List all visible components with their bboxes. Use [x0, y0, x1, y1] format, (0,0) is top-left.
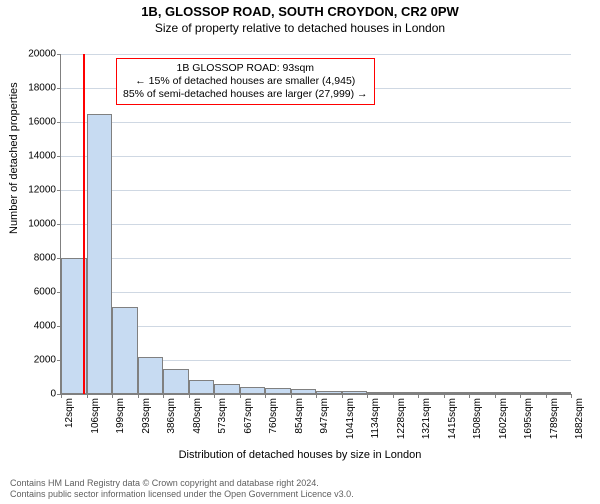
- ytick-label: 18000: [16, 83, 56, 94]
- xtick-mark: [291, 394, 292, 398]
- xtick-mark: [138, 394, 139, 398]
- xtick-mark: [444, 394, 445, 398]
- gridline: [61, 156, 571, 157]
- ytick-label: 12000: [16, 185, 56, 196]
- x-axis-title: Distribution of detached houses by size …: [0, 449, 600, 461]
- xtick-mark: [469, 394, 470, 398]
- xtick-label: 1228sqm: [396, 398, 407, 439]
- xtick-mark: [163, 394, 164, 398]
- ytick-label: 4000: [16, 321, 56, 332]
- histogram-bar: [240, 387, 266, 394]
- ytick-mark: [57, 224, 61, 225]
- gridline: [61, 122, 571, 123]
- annotation-line2: ← 15% of detached houses are smaller (4,…: [123, 75, 368, 88]
- xtick-mark: [240, 394, 241, 398]
- histogram-bar: [418, 392, 444, 394]
- xtick-mark: [316, 394, 317, 398]
- xtick-mark: [418, 394, 419, 398]
- chart-container: 0200040006000800010000120001400016000180…: [60, 54, 570, 419]
- xtick-mark: [367, 394, 368, 398]
- footer-line2: Contains public sector information licen…: [10, 489, 354, 500]
- xtick-mark: [61, 394, 62, 398]
- xtick-label: 1882sqm: [574, 398, 585, 439]
- xtick-label: 1415sqm: [447, 398, 458, 439]
- xtick-label: 1321sqm: [421, 398, 432, 439]
- xtick-label: 1695sqm: [523, 398, 534, 439]
- xtick-mark: [393, 394, 394, 398]
- xtick-mark: [495, 394, 496, 398]
- histogram-bar: [393, 392, 419, 394]
- xtick-label: 199sqm: [115, 398, 126, 434]
- gridline: [61, 190, 571, 191]
- ytick-mark: [57, 122, 61, 123]
- xtick-label: 573sqm: [217, 398, 228, 434]
- histogram-bar: [469, 392, 495, 394]
- chart-title: 1B, GLOSSOP ROAD, SOUTH CROYDON, CR2 0PW: [0, 4, 600, 19]
- histogram-bar: [546, 392, 572, 394]
- ytick-label: 2000: [16, 355, 56, 366]
- histogram-bar: [189, 380, 215, 394]
- xtick-mark: [87, 394, 88, 398]
- gridline: [61, 326, 571, 327]
- histogram-bar: [316, 391, 342, 394]
- ytick-label: 8000: [16, 253, 56, 264]
- xtick-label: 854sqm: [294, 398, 305, 434]
- xtick-mark: [112, 394, 113, 398]
- xtick-mark: [571, 394, 572, 398]
- xtick-mark: [189, 394, 190, 398]
- histogram-bar: [291, 389, 317, 394]
- xtick-label: 106sqm: [90, 398, 101, 434]
- histogram-bar: [520, 392, 546, 394]
- footer: Contains HM Land Registry data © Crown c…: [10, 478, 354, 500]
- xtick-mark: [214, 394, 215, 398]
- histogram-bar: [112, 307, 138, 394]
- xtick-label: 760sqm: [268, 398, 279, 434]
- ytick-mark: [57, 156, 61, 157]
- gridline: [61, 292, 571, 293]
- plot-area: 0200040006000800010000120001400016000180…: [60, 54, 571, 395]
- footer-line1: Contains HM Land Registry data © Crown c…: [10, 478, 354, 489]
- gridline: [61, 224, 571, 225]
- xtick-label: 386sqm: [166, 398, 177, 434]
- histogram-bar: [265, 388, 291, 394]
- gridline: [61, 258, 571, 259]
- ytick-label: 16000: [16, 117, 56, 128]
- ytick-mark: [57, 54, 61, 55]
- xtick-label: 1134sqm: [370, 398, 381, 438]
- ytick-label: 14000: [16, 151, 56, 162]
- histogram-bar: [367, 392, 393, 394]
- xtick-label: 947sqm: [319, 398, 330, 434]
- ytick-mark: [57, 88, 61, 89]
- histogram-bar: [444, 392, 470, 394]
- xtick-label: 12sqm: [64, 398, 75, 428]
- histogram-bar: [163, 369, 189, 395]
- histogram-bar: [214, 384, 240, 394]
- ytick-label: 6000: [16, 287, 56, 298]
- xtick-label: 293sqm: [141, 398, 152, 434]
- ytick-label: 0: [16, 389, 56, 400]
- xtick-mark: [342, 394, 343, 398]
- gridline: [61, 54, 571, 55]
- ytick-mark: [57, 190, 61, 191]
- chart-subtitle: Size of property relative to detached ho…: [0, 21, 600, 35]
- xtick-label: 1789sqm: [549, 398, 560, 439]
- xtick-label: 1602sqm: [498, 398, 509, 439]
- histogram-bar: [87, 114, 113, 395]
- histogram-bar: [138, 357, 164, 394]
- annotation-line1: 1B GLOSSOP ROAD: 93sqm: [123, 62, 368, 75]
- reference-line: [83, 54, 85, 394]
- xtick-label: 1508sqm: [472, 398, 483, 439]
- xtick-mark: [265, 394, 266, 398]
- xtick-mark: [520, 394, 521, 398]
- annotation-line3: 85% of semi-detached houses are larger (…: [123, 88, 368, 101]
- histogram-bar: [342, 391, 368, 394]
- xtick-label: 667sqm: [243, 398, 254, 434]
- xtick-label: 480sqm: [192, 398, 203, 434]
- xtick-mark: [546, 394, 547, 398]
- ytick-label: 20000: [16, 49, 56, 60]
- ytick-label: 10000: [16, 219, 56, 230]
- histogram-bar: [495, 392, 521, 394]
- xtick-label: 1041sqm: [345, 398, 356, 439]
- annotation-box: 1B GLOSSOP ROAD: 93sqm ← 15% of detached…: [116, 58, 375, 105]
